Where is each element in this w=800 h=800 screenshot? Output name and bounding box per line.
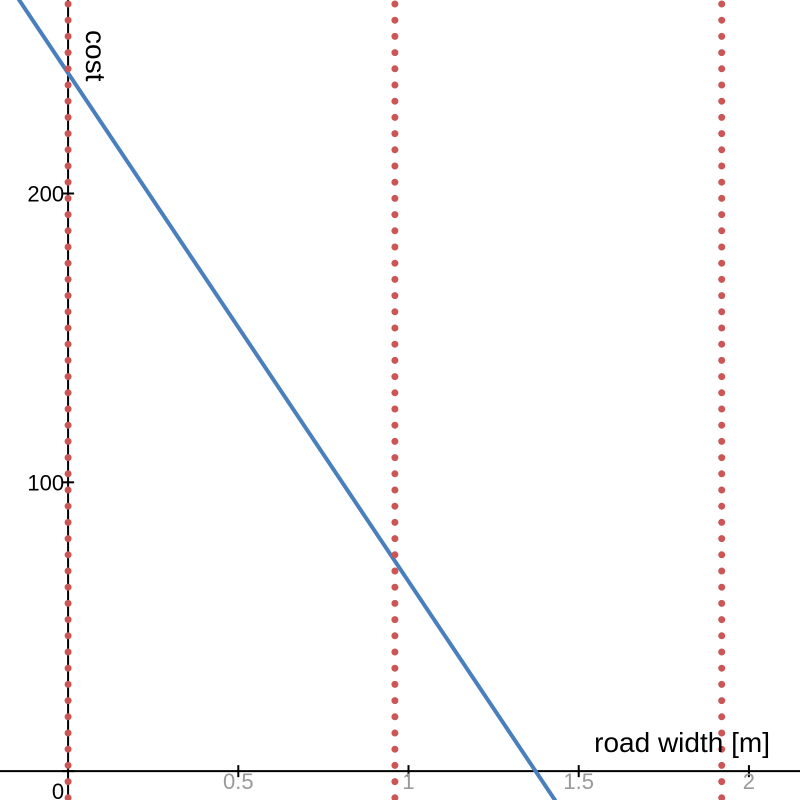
y-tick-label: 100 [27,470,64,495]
y-tick-label: 0 [52,779,64,800]
x-axis: 0.5 1 1.5 2 [0,765,800,794]
y-tick-label: 200 [27,182,64,207]
x-axis-title: road width [m] [594,727,770,758]
x-tick-label: 0.5 [223,769,254,794]
x-tick-label: 2 [743,769,755,794]
x-tick-label: 1 [402,769,414,794]
series-line [16,0,557,800]
series-layer [16,0,557,800]
vertical-lines-layer [64,0,726,800]
x-tick-label: 1.5 [563,769,594,794]
y-axis-title: cost [80,30,111,82]
